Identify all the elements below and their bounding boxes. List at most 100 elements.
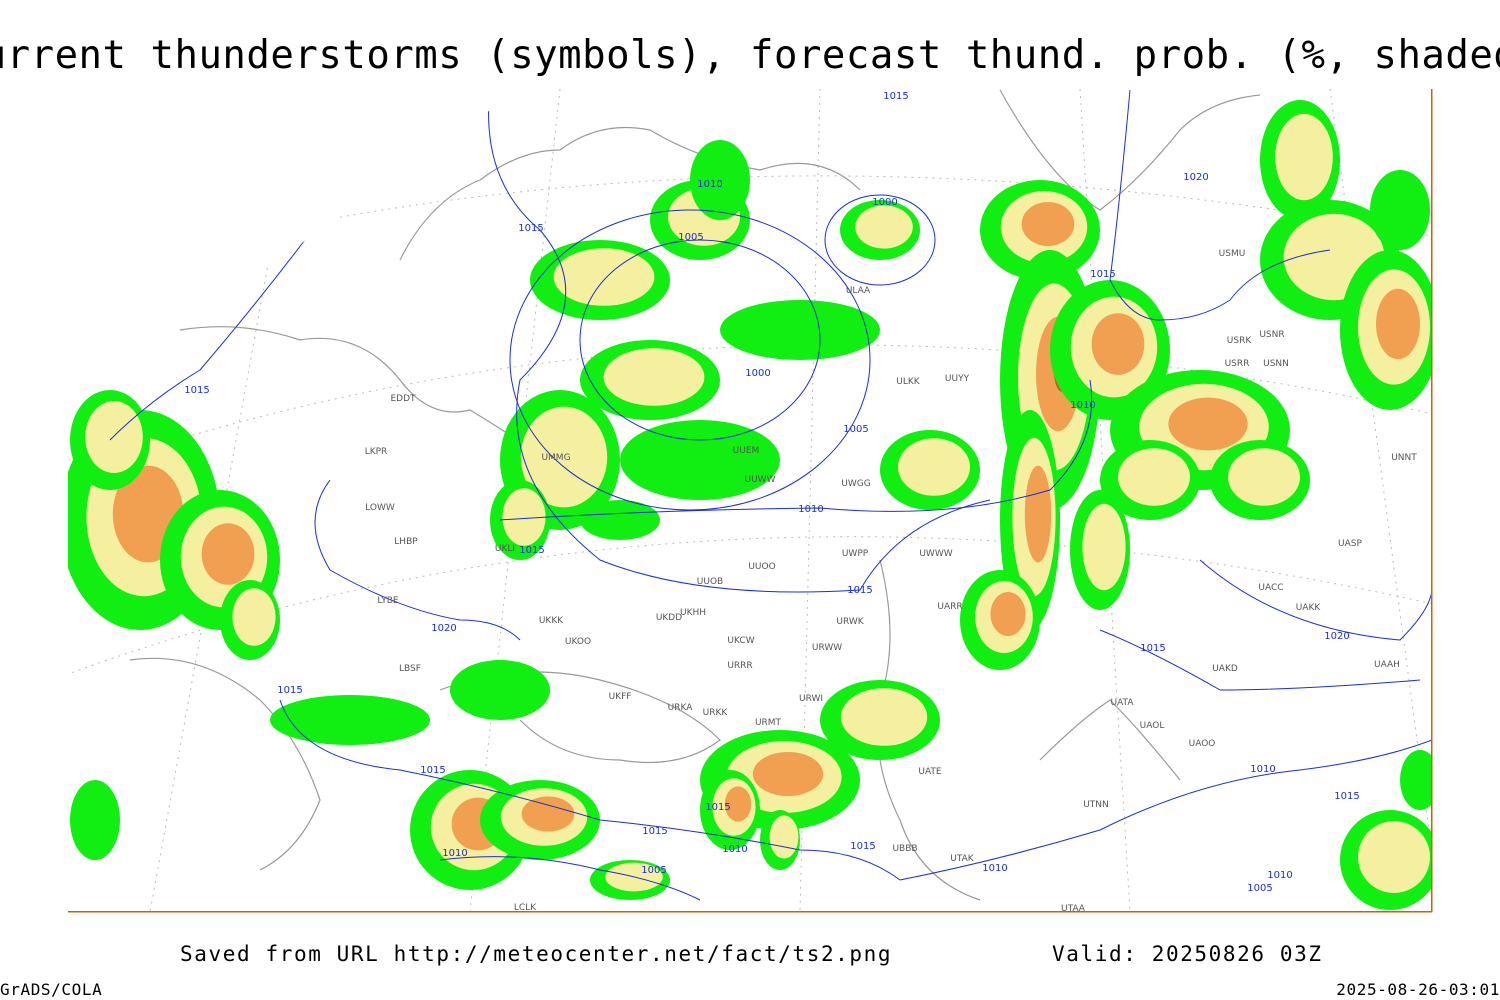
station-label: ULKK	[896, 377, 921, 387]
station-label: UAKD	[1212, 664, 1238, 674]
station-label: URKA	[668, 703, 694, 713]
shading-level	[990, 592, 1026, 636]
shading-level	[855, 205, 913, 249]
station-label: UKOO	[565, 637, 591, 647]
probability-shading	[68, 100, 1432, 910]
isobar-label: 1010	[798, 504, 823, 515]
station-label: UTAK	[950, 854, 975, 864]
station-label: UUWW	[745, 475, 776, 485]
shading-level	[690, 140, 750, 220]
station-label: USNN	[1263, 359, 1289, 369]
shading-level	[1376, 288, 1420, 360]
isobar-label: 1010	[1267, 870, 1292, 881]
isobar-label: 1015	[705, 802, 730, 813]
station-label: LBSF	[399, 664, 421, 674]
shading-level	[1082, 503, 1126, 591]
source-url: Saved from URL http://meteocenter.net/fa…	[180, 942, 892, 966]
shading-level	[603, 348, 705, 406]
timestamp: 2025-08-26-03:01	[1336, 980, 1500, 999]
station-label: ULAA	[846, 286, 871, 296]
shading-level	[769, 815, 799, 859]
isobar-label: 1010	[1070, 400, 1095, 411]
map-title: Current thunderstorms (symbols), forecas…	[0, 33, 1500, 78]
isobar-label: 1000	[872, 197, 897, 208]
station-label: UTAA	[1061, 904, 1086, 914]
shading-level	[553, 248, 655, 306]
station-label: UTNN	[1083, 800, 1109, 810]
station-label: URMT	[755, 718, 782, 728]
station-label: EDDT	[390, 394, 416, 404]
station-label: USMU	[1219, 249, 1246, 259]
station-label: UKFF	[609, 692, 632, 702]
station-label: UASP	[1338, 539, 1362, 549]
shading-level	[502, 488, 546, 546]
shading-level	[840, 688, 928, 746]
shading-level	[720, 300, 880, 360]
station-label: LYBE	[377, 596, 398, 606]
isobar-label: 1005	[1247, 883, 1272, 894]
shading-level	[1275, 113, 1333, 201]
station-label: USNR	[1259, 330, 1284, 340]
station-label: UMMG	[541, 453, 570, 463]
isobar-label: 1010	[442, 848, 467, 859]
station-label: LCLK	[514, 903, 537, 913]
shading-level	[232, 588, 276, 646]
shading-level	[70, 780, 120, 860]
isobar-label: 1015	[883, 91, 908, 102]
shading-level	[1118, 448, 1190, 506]
station-label: UUEM	[733, 446, 760, 456]
shading-level	[1400, 750, 1432, 810]
frame-right	[1431, 89, 1433, 912]
station-label: LKPR	[365, 447, 388, 457]
isobar-label: 1015	[184, 385, 209, 396]
map-area: 1015 1010 1015 1005 1000 1000 1005 1010 1015 1015…	[68, 89, 1432, 914]
shading-level	[521, 796, 575, 832]
shading-level	[201, 523, 255, 585]
shading-level	[1168, 397, 1248, 451]
shading-level	[1370, 170, 1430, 250]
isobar-label: 1015	[847, 585, 872, 596]
software-credit: GrADS/COLA	[0, 980, 102, 999]
station-label: UARR	[937, 602, 962, 612]
station-label: LOWW	[365, 503, 395, 513]
isobar-label: 1015	[850, 841, 875, 852]
shading-level	[620, 420, 780, 500]
station-label: UWGG	[841, 479, 870, 489]
isobar-label: 1015	[277, 685, 302, 696]
station-label: UBBB	[892, 844, 917, 854]
isobar-label: 1010	[1250, 764, 1275, 775]
station-label: LHBP	[394, 537, 418, 547]
shading-level	[898, 438, 970, 496]
station-label: UAAH	[1374, 660, 1400, 670]
station-label: URRR	[727, 661, 752, 671]
station-label: UKDD	[656, 613, 682, 623]
isobar-label: 1015	[518, 223, 543, 234]
valid-time: Valid: 20250826 03Z	[1052, 942, 1323, 966]
shading-level	[1228, 448, 1300, 506]
isobars	[109, 89, 1432, 901]
station-label: UUYY	[945, 374, 970, 384]
station-label: UAOO	[1189, 739, 1216, 749]
station-label: UAOL	[1140, 721, 1165, 731]
shading-level	[1024, 465, 1052, 563]
station-label: UATE	[918, 767, 942, 777]
shading-level	[724, 786, 752, 822]
shading-level	[752, 752, 824, 796]
isobar-label: 1010	[982, 863, 1007, 874]
station-label: URWK	[836, 617, 864, 627]
isobar-label: 1005	[843, 424, 868, 435]
isobar-label: 1015	[1090, 269, 1115, 280]
station-label: UAKK	[1296, 603, 1322, 613]
station-label: UKLI	[495, 544, 515, 554]
station-label: UACC	[1258, 583, 1283, 593]
isobar-label: 1005	[641, 865, 666, 876]
station-label: URKK	[703, 708, 729, 718]
station-label: UKKK	[539, 616, 564, 626]
isobar-label: 1015	[420, 765, 445, 776]
isobar-label: 1015	[519, 545, 544, 556]
shading-level	[1021, 202, 1075, 246]
station-label: UATA	[1110, 698, 1134, 708]
isobar-label: 1015	[1334, 791, 1359, 802]
isobar-label: 1020	[1324, 631, 1349, 642]
